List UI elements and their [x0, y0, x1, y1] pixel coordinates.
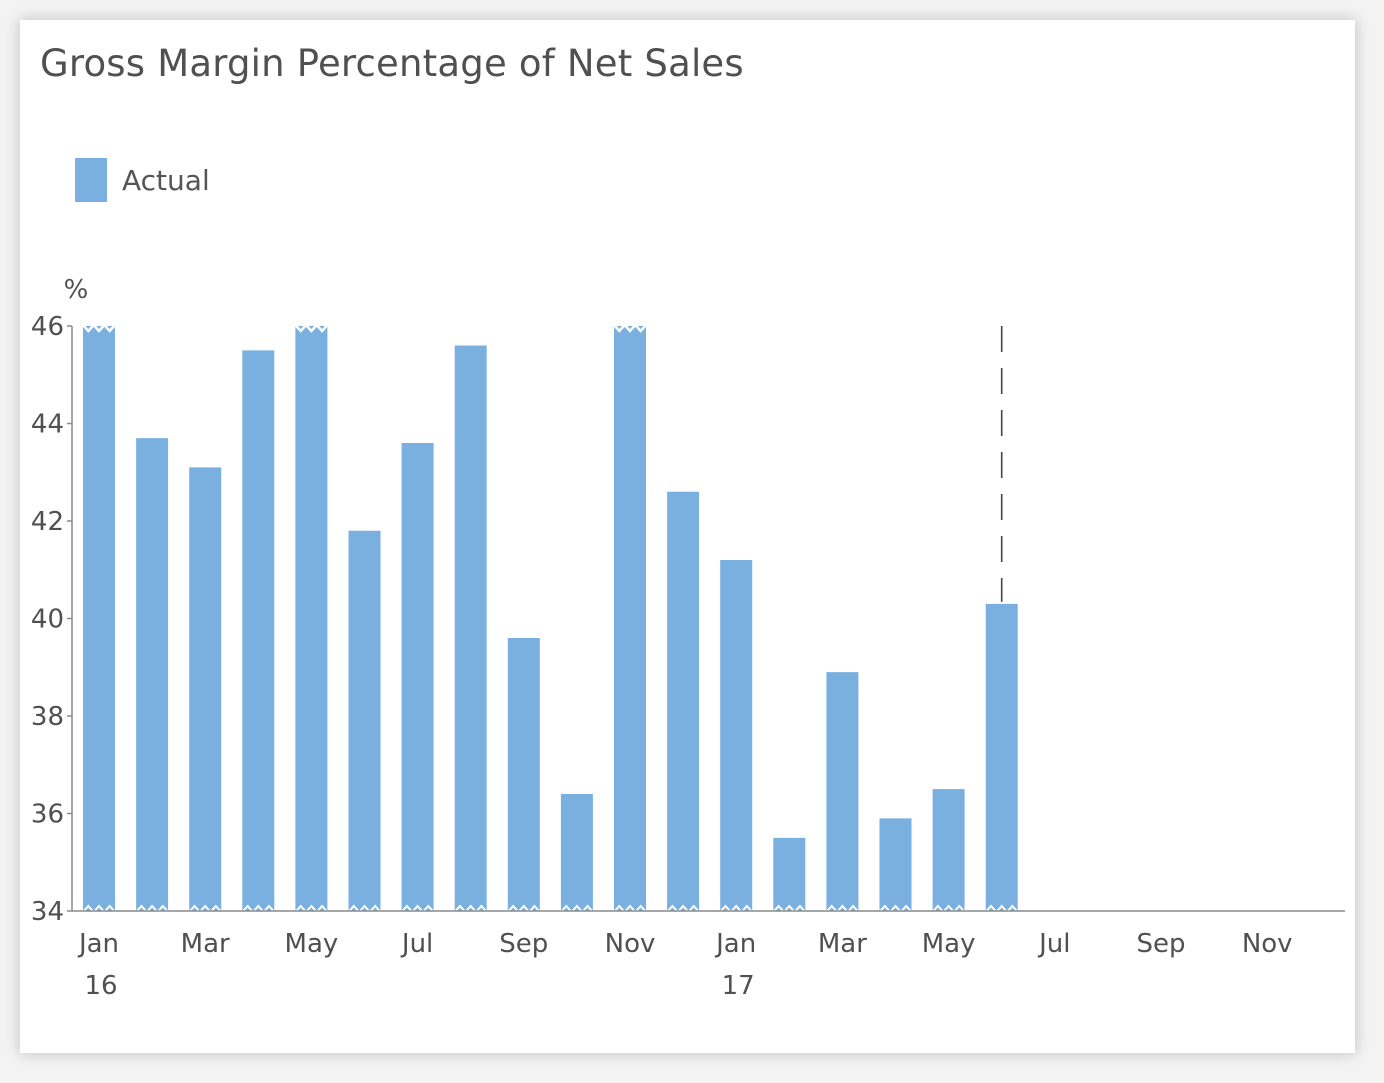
bar-11 — [667, 491, 700, 911]
legend: Actual — [75, 158, 210, 202]
y-tick-label-36: 36 — [31, 800, 64, 830]
y-tick-label-44: 44 — [31, 410, 64, 440]
y-tick-label-46: 46 — [31, 312, 64, 342]
bar-3 — [242, 350, 275, 911]
y-tick-label-38: 38 — [31, 702, 64, 732]
bar-break-bottom-0 — [82, 904, 116, 914]
bar-1 — [136, 438, 169, 911]
x-tick-label-0: Jan — [77, 929, 119, 959]
bar-13 — [773, 837, 806, 911]
bar-5 — [348, 530, 381, 911]
bar-break-bottom-8 — [507, 904, 541, 914]
x-tick-label-3: Jul — [400, 929, 433, 959]
y-tick-label-40: 40 — [31, 605, 64, 635]
x-tick-year-label-0: 16 — [84, 971, 117, 1001]
x-tick-label-5: Nov — [605, 929, 656, 959]
bar-break-bottom-12 — [719, 904, 753, 914]
bar-break-bottom-7 — [453, 904, 488, 914]
bar-break-bottom-17 — [984, 904, 1019, 914]
bar-break-bottom-9 — [560, 904, 594, 914]
bar-break-top-10 — [613, 323, 647, 333]
bar-break-bottom-16 — [931, 904, 966, 914]
bar-break-bottom-6 — [400, 904, 435, 914]
bar-7 — [454, 345, 487, 911]
y-axis-unit-label: % — [64, 275, 89, 305]
chart-title: Gross Margin Percentage of Net Sales — [40, 42, 744, 85]
x-tick-label-9: Jul — [1037, 929, 1070, 959]
bar-12 — [720, 560, 753, 911]
chart-card: Gross Margin Percentage of Net Sales Act… — [20, 20, 1355, 1053]
bar-break-bottom-1 — [135, 904, 169, 914]
x-tick-label-1: Mar — [181, 929, 230, 959]
bar-0 — [83, 326, 115, 911]
x-tick-year-label-6: 17 — [722, 971, 755, 1001]
bar-15 — [879, 818, 912, 911]
bar-break-top-4 — [294, 323, 329, 333]
bar-break-bottom-2 — [188, 904, 222, 914]
bar-break-bottom-10 — [613, 904, 647, 914]
x-tick-label-2: May — [285, 929, 339, 959]
bar-break-bottom-5 — [347, 904, 382, 914]
bar-2 — [189, 467, 222, 911]
bar-4 — [295, 326, 328, 911]
bar-break-bottom-3 — [241, 904, 276, 914]
bar-break-bottom-15 — [878, 904, 913, 914]
bar-16 — [932, 789, 965, 911]
x-tick-label-10: Sep — [1136, 929, 1185, 959]
bar-17 — [985, 603, 1018, 911]
bar-8 — [507, 638, 540, 911]
x-tick-label-7: Mar — [818, 929, 867, 959]
x-tick-label-8: May — [922, 929, 976, 959]
bar-10 — [614, 326, 646, 911]
y-tick-label-42: 42 — [31, 507, 64, 537]
bar-6 — [401, 443, 434, 911]
bar-14 — [826, 672, 859, 911]
x-tick-label-4: Sep — [499, 929, 548, 959]
bar-break-bottom-11 — [666, 904, 700, 914]
bar-break-top-0 — [82, 323, 116, 333]
x-tick-label-11: Nov — [1242, 929, 1293, 959]
bar-9 — [560, 794, 593, 911]
x-tick-label-6: Jan — [714, 929, 756, 959]
bar-chart-plot: % 34 36 38 40 42 44 46 Jan 16 Mar May Jul Sep Nov Jan 1… — [31, 275, 1345, 1001]
legend-label-actual: Actual — [122, 163, 210, 197]
bar-break-bottom-14 — [825, 904, 860, 914]
bar-break-bottom-13 — [772, 904, 807, 914]
bar-break-bottom-4 — [294, 904, 329, 914]
y-tick-label-34: 34 — [31, 897, 64, 927]
legend-swatch-actual — [75, 158, 107, 202]
